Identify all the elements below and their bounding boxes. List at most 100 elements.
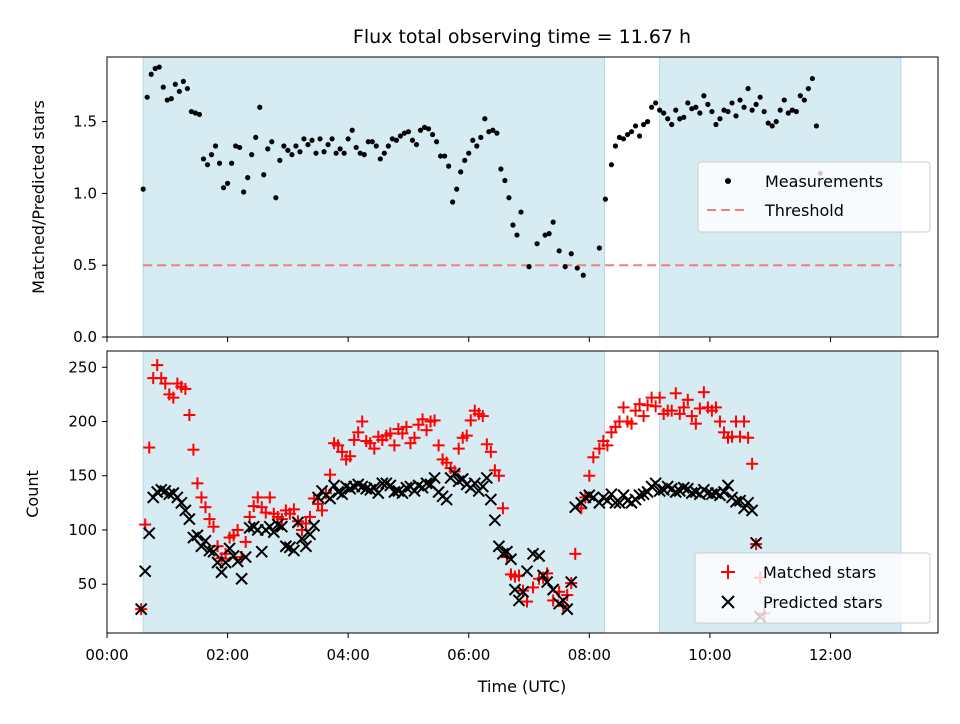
measurement-point	[620, 136, 627, 142]
y-tick-label: 250	[68, 358, 97, 376]
measurement-point	[204, 162, 211, 168]
predicted-star-point	[287, 544, 301, 557]
matched-star-point	[641, 399, 654, 412]
measurement-point	[349, 127, 355, 133]
measurement-point	[773, 119, 779, 125]
measurement-point	[168, 96, 174, 102]
matched-star-point	[316, 504, 329, 517]
predicted-star-point	[199, 534, 212, 548]
measurement-point	[669, 121, 675, 128]
legend-measurements-label: Measurements	[765, 172, 883, 191]
measurement-point	[797, 93, 803, 99]
measurement-point	[253, 134, 259, 141]
predicted-star-point	[223, 542, 236, 555]
matched-star-point	[195, 491, 208, 504]
predicted-star-point	[428, 471, 441, 485]
matched-star-point	[247, 500, 260, 513]
legend-threshold-label: Threshold	[764, 201, 844, 220]
measurement-point	[550, 219, 556, 225]
measurement-point	[645, 119, 651, 125]
measurement-point	[689, 106, 695, 112]
x-tick-label: 06:00	[447, 646, 490, 664]
measurement-point	[717, 116, 723, 122]
matched-star-point	[187, 443, 200, 456]
matched-star-point	[396, 427, 409, 440]
measurement-point	[632, 123, 639, 129]
measurement-point	[429, 131, 436, 138]
measurement-point	[148, 71, 154, 77]
matched-star-point	[484, 445, 497, 458]
matched-star-point	[496, 502, 509, 515]
measurement-point	[616, 134, 623, 141]
matched-star-point	[593, 442, 606, 455]
predicted-star-point	[307, 519, 321, 532]
predicted-star-point	[532, 549, 546, 563]
measurement-point	[685, 100, 691, 106]
measurement-point	[164, 97, 170, 103]
predicted-star-point	[400, 481, 413, 494]
measurement-point	[321, 149, 327, 155]
measurement-point	[442, 153, 448, 159]
matched-star-point	[583, 469, 596, 482]
measurement-point	[490, 127, 496, 133]
matched-star-point	[259, 506, 272, 519]
matched-star-point	[448, 465, 461, 478]
measurement-point	[297, 149, 303, 155]
measurement-point	[661, 110, 667, 116]
measurement-point	[285, 147, 291, 153]
measurement-point	[466, 150, 472, 156]
measurement-point	[233, 143, 239, 149]
predicted-star-point	[219, 556, 232, 569]
predicted-star-point	[203, 544, 216, 557]
predicted-star-point	[311, 491, 325, 504]
measurement-point	[224, 180, 231, 186]
measurement-point	[393, 137, 399, 143]
measurement-point	[313, 150, 319, 156]
measurement-point	[188, 108, 195, 115]
matched-star-point	[263, 491, 276, 504]
matched-star-point	[734, 430, 747, 443]
predicted-star-point	[291, 516, 305, 529]
predicted-star-point	[299, 540, 313, 553]
matched-star-point	[207, 520, 220, 533]
predicted-star-point	[267, 525, 281, 539]
measurement-point	[580, 272, 586, 278]
bottom-y-ticks: 50 100 150 200 250	[68, 358, 107, 593]
measurement-point	[277, 157, 283, 163]
measurement-point	[212, 143, 219, 149]
measurement-point	[241, 189, 247, 195]
measurement-point	[612, 143, 619, 149]
bottom-y-axis-label: Count	[23, 470, 42, 518]
measurement-point	[245, 175, 251, 181]
matched-star-point	[159, 377, 172, 390]
measurement-point	[556, 248, 562, 254]
measurement-point	[741, 104, 747, 110]
matched-star-point	[368, 442, 381, 455]
matched-star-point	[344, 450, 357, 463]
predicted-star-point	[500, 545, 514, 558]
predicted-star-point	[255, 545, 268, 558]
matched-star-point	[492, 469, 505, 482]
predicted-star-point	[677, 481, 690, 494]
matched-star-point	[617, 401, 630, 414]
matched-star-point	[384, 427, 397, 440]
measurement-point	[417, 127, 424, 133]
measurement-point	[208, 152, 215, 158]
matched-star-point	[460, 429, 473, 442]
measurement-point	[365, 139, 371, 145]
matched-star-point	[428, 414, 441, 427]
predicted-star-point	[420, 477, 433, 490]
predicted-star-point	[335, 487, 349, 501]
matched-star-point	[629, 404, 642, 417]
matched-star-point	[231, 523, 244, 536]
measurement-point	[446, 163, 452, 169]
measurement-point	[176, 88, 182, 95]
matched-star-point	[697, 386, 710, 399]
predicted-star-point	[561, 602, 574, 616]
measurement-point	[757, 94, 763, 100]
top-y-ticks: 0.0 0.5 1.0 1.5	[73, 113, 107, 346]
measurement-point	[510, 222, 516, 228]
predicted-star-point	[448, 467, 461, 480]
legend-matched-marker	[721, 565, 735, 579]
matched-star-point	[299, 517, 312, 530]
